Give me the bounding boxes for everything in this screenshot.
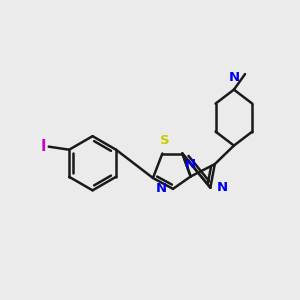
Text: N: N — [217, 181, 228, 194]
Text: N: N — [155, 182, 167, 195]
Text: I: I — [40, 139, 46, 154]
Text: N: N — [185, 158, 196, 171]
Text: S: S — [160, 134, 169, 147]
Text: N: N — [228, 71, 239, 84]
